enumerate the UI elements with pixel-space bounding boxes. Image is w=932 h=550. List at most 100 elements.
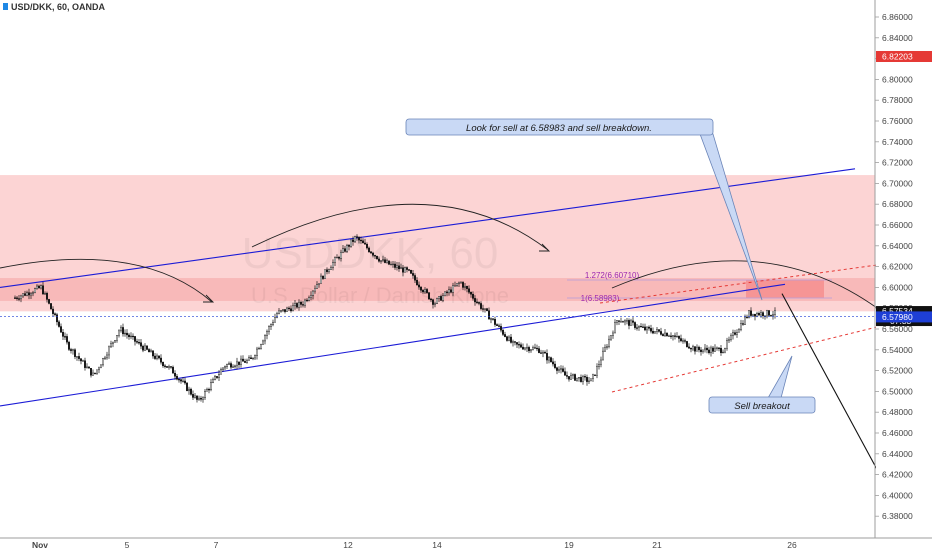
dashed-channel-upper[interactable]: [599, 264, 878, 304]
y-tick-label: 6.54000: [882, 345, 913, 355]
candle-body: [772, 314, 775, 316]
candle-body: [768, 310, 771, 316]
lower-trend-line[interactable]: [0, 283, 786, 407]
candle-body: [125, 332, 128, 336]
candle-body: [630, 320, 633, 326]
candle-body: [570, 375, 573, 380]
candle-body: [450, 289, 453, 293]
candle-body: [724, 347, 727, 353]
candle-body: [274, 317, 277, 323]
candle-body: [366, 243, 369, 249]
candle-body: [676, 336, 679, 338]
fib-1272-label: 1.272(6.60710): [585, 271, 640, 280]
candle-body: [732, 332, 735, 336]
candle-body: [312, 290, 315, 296]
candle-body: [466, 286, 469, 289]
candle-body: [374, 255, 377, 257]
breakout-callout[interactable]: [708, 396, 816, 414]
candle-body: [38, 285, 41, 289]
candle-body: [710, 347, 713, 354]
candle-body: [720, 348, 723, 354]
arc-left[interactable]: [0, 258, 213, 303]
candle-body: [584, 376, 587, 378]
candle-body: [320, 275, 323, 284]
candle-body: [422, 290, 425, 293]
candle-body: [618, 320, 621, 322]
candle-body: [578, 377, 581, 379]
candle-body: [470, 292, 473, 295]
candle-body: [316, 284, 319, 289]
candle-body: [750, 310, 753, 316]
candle-body: [524, 347, 527, 350]
candle-body: [350, 239, 353, 247]
candle-body: [678, 336, 681, 339]
candle-body: [590, 378, 593, 382]
candle-body: [101, 358, 104, 366]
candle-body: [177, 379, 180, 381]
arc-middle[interactable]: [251, 203, 549, 251]
sell-note-callout[interactable]: [405, 118, 714, 136]
candle-body: [205, 389, 208, 392]
candle-body: [85, 366, 88, 368]
price-label-blue: [876, 311, 932, 323]
candle-body: [714, 347, 717, 352]
candle-body: [89, 368, 92, 376]
candle-body: [770, 315, 773, 317]
candle-body: [580, 377, 583, 382]
candle-body: [127, 334, 130, 338]
upper-trend-line[interactable]: [0, 168, 856, 288]
candle-body: [740, 323, 743, 330]
candle-body: [418, 284, 421, 288]
candle-body: [324, 269, 327, 279]
candle-body: [26, 292, 29, 296]
candle-body: [344, 248, 347, 252]
candle-body: [266, 331, 269, 336]
y-tick-label: 6.38000: [882, 511, 913, 521]
projection-line[interactable]: [781, 293, 878, 470]
candle-body: [163, 365, 166, 367]
candle-body: [342, 248, 345, 253]
candle-body: [474, 298, 477, 303]
candle-body: [223, 366, 226, 369]
candle-body: [520, 344, 523, 348]
candle-body: [722, 351, 725, 354]
candle-body: [73, 349, 76, 357]
candle-body: [408, 269, 411, 271]
candle-body: [213, 376, 216, 380]
candle-body: [63, 336, 66, 338]
candle-body: [330, 267, 333, 270]
candles[interactable]: [13, 234, 777, 403]
candle-body: [464, 286, 467, 288]
y-tick-label: 6.84000: [882, 33, 913, 43]
price-axis[interactable]: [876, 0, 932, 538]
y-tick-label: 6.48000: [882, 407, 913, 417]
sell-zone[interactable]: [746, 280, 824, 298]
candle-body: [378, 258, 381, 262]
candle-body: [476, 301, 479, 303]
candle-body: [674, 335, 677, 337]
candle-body: [247, 357, 250, 361]
candle-body: [598, 364, 601, 367]
symbol-header[interactable]: USD/DKK, 60, OANDA: [11, 2, 106, 12]
y-tick-label: 6.70000: [882, 178, 913, 188]
candle-body: [105, 354, 108, 359]
candle-body: [432, 299, 435, 305]
arc-right[interactable]: [611, 260, 878, 309]
candle-body: [568, 376, 571, 380]
y-tick-label: 6.66000: [882, 220, 913, 230]
candle-body: [406, 267, 409, 270]
time-axis[interactable]: [0, 539, 932, 550]
candle-body: [546, 353, 549, 361]
candle-body: [582, 376, 585, 382]
candle-body: [171, 366, 174, 374]
candle-body: [756, 313, 759, 317]
candle-body: [480, 303, 483, 309]
candle-body: [694, 346, 697, 352]
candle-body: [18, 298, 21, 300]
candle-body: [726, 340, 729, 349]
candle-body: [558, 369, 561, 371]
candle-body: [13, 297, 16, 299]
candle-body: [30, 293, 33, 296]
x-tick-label: 7: [214, 540, 219, 550]
